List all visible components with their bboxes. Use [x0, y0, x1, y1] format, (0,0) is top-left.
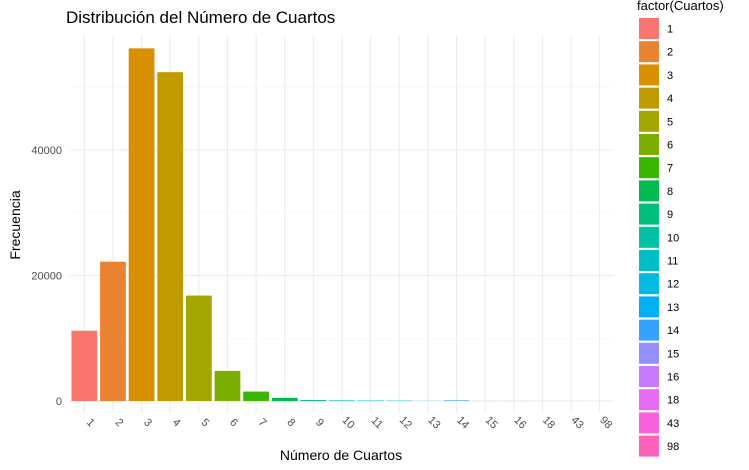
legend-label: 14	[667, 325, 679, 337]
legend-key-4	[639, 87, 659, 109]
bar-8	[271, 397, 298, 401]
legend-key-5	[639, 110, 659, 132]
legend-key-43	[639, 412, 659, 434]
x-axis-title: Número de Cuartos	[280, 447, 402, 463]
bar-7	[243, 391, 269, 401]
legend-label: 8	[667, 186, 673, 198]
y-tick-label: 40000	[31, 145, 62, 157]
legend-label: 98	[667, 441, 679, 453]
legend-key-18	[639, 389, 659, 411]
bar-11	[357, 400, 384, 401]
x-tick-label: 6	[227, 416, 240, 429]
legend-key-10	[639, 226, 659, 248]
x-tick-label: 43	[569, 414, 586, 431]
x-tick-label: 11	[368, 415, 385, 432]
legend-label: 11	[667, 256, 678, 268]
x-tick-label: 2	[113, 416, 126, 429]
x-tick-label: 13	[425, 414, 442, 431]
legend-label: 13	[667, 302, 679, 314]
bar-9	[300, 400, 327, 401]
legend-key-12	[639, 273, 659, 295]
legend-label: 43	[667, 418, 679, 430]
legend-key-9	[639, 203, 659, 225]
legend-label: 15	[667, 348, 679, 360]
legend-key-13	[639, 296, 659, 318]
x-tick-label: 8	[284, 416, 297, 429]
legend-label: 9	[667, 209, 673, 221]
legend-key-6	[639, 134, 659, 155]
x-tick-labels: 1 2 3 4 5 6 7 8 9 10 11 12 13 14 15 16 18 43 98	[84, 414, 614, 431]
legend-label: 6	[667, 140, 673, 152]
legend-label: 12	[667, 279, 679, 291]
x-tick-label: 10	[340, 414, 357, 431]
bar-14	[443, 400, 470, 401]
legend-key-7	[639, 157, 659, 179]
bar-5	[185, 295, 212, 401]
bar-4	[157, 72, 184, 401]
legend-label: 18	[667, 395, 679, 407]
x-tick-label: 12	[397, 414, 414, 431]
legend-key-2	[639, 41, 659, 63]
bar-6	[214, 370, 241, 401]
legend-key-11	[639, 250, 659, 271]
x-tick-label: 5	[199, 416, 212, 429]
x-tick-label: 4	[170, 416, 183, 429]
x-tick-label: 18	[540, 414, 557, 431]
bar-3	[128, 48, 155, 401]
y-tick-label: 0	[56, 396, 62, 408]
legend-label: 10	[667, 232, 679, 244]
legend-label: 2	[667, 47, 673, 59]
legend-label: 4	[667, 93, 673, 105]
legend-label: 5	[667, 116, 673, 128]
legend-label: 3	[667, 70, 673, 82]
legend-key-16	[639, 366, 659, 387]
legend-label: 7	[667, 163, 673, 175]
legend-label: 16	[667, 372, 679, 384]
x-tick-label: 15	[483, 414, 500, 431]
legend-key-98	[639, 435, 659, 457]
bar-2	[100, 261, 126, 401]
legend-key-3	[639, 64, 659, 86]
legend-key-14	[639, 319, 659, 341]
y-tick-labels: 0 20000 40000	[31, 145, 62, 408]
legend-label: 1	[667, 24, 673, 36]
x-tick-label: 98	[597, 414, 614, 431]
x-tick-label: 9	[313, 416, 326, 429]
y-tick-label: 20000	[31, 271, 62, 283]
y-axis-title: Frecuencia	[7, 190, 23, 259]
x-tick-label: 7	[256, 416, 269, 429]
x-tick-label: 1	[84, 416, 97, 429]
chart-title: Distribución del Número de Cuartos	[66, 8, 335, 27]
x-tick-label: 16	[511, 414, 528, 431]
bar-10	[329, 400, 355, 401]
bar-1	[71, 330, 98, 401]
legend-key-1	[639, 18, 659, 39]
x-tick-label: 3	[141, 416, 154, 429]
legend-key-15	[639, 342, 659, 364]
x-tick-label: 14	[454, 414, 471, 431]
bars	[71, 48, 613, 401]
legend-title: factor(Cuartos)	[637, 0, 724, 13]
legend-key-8	[639, 180, 659, 202]
